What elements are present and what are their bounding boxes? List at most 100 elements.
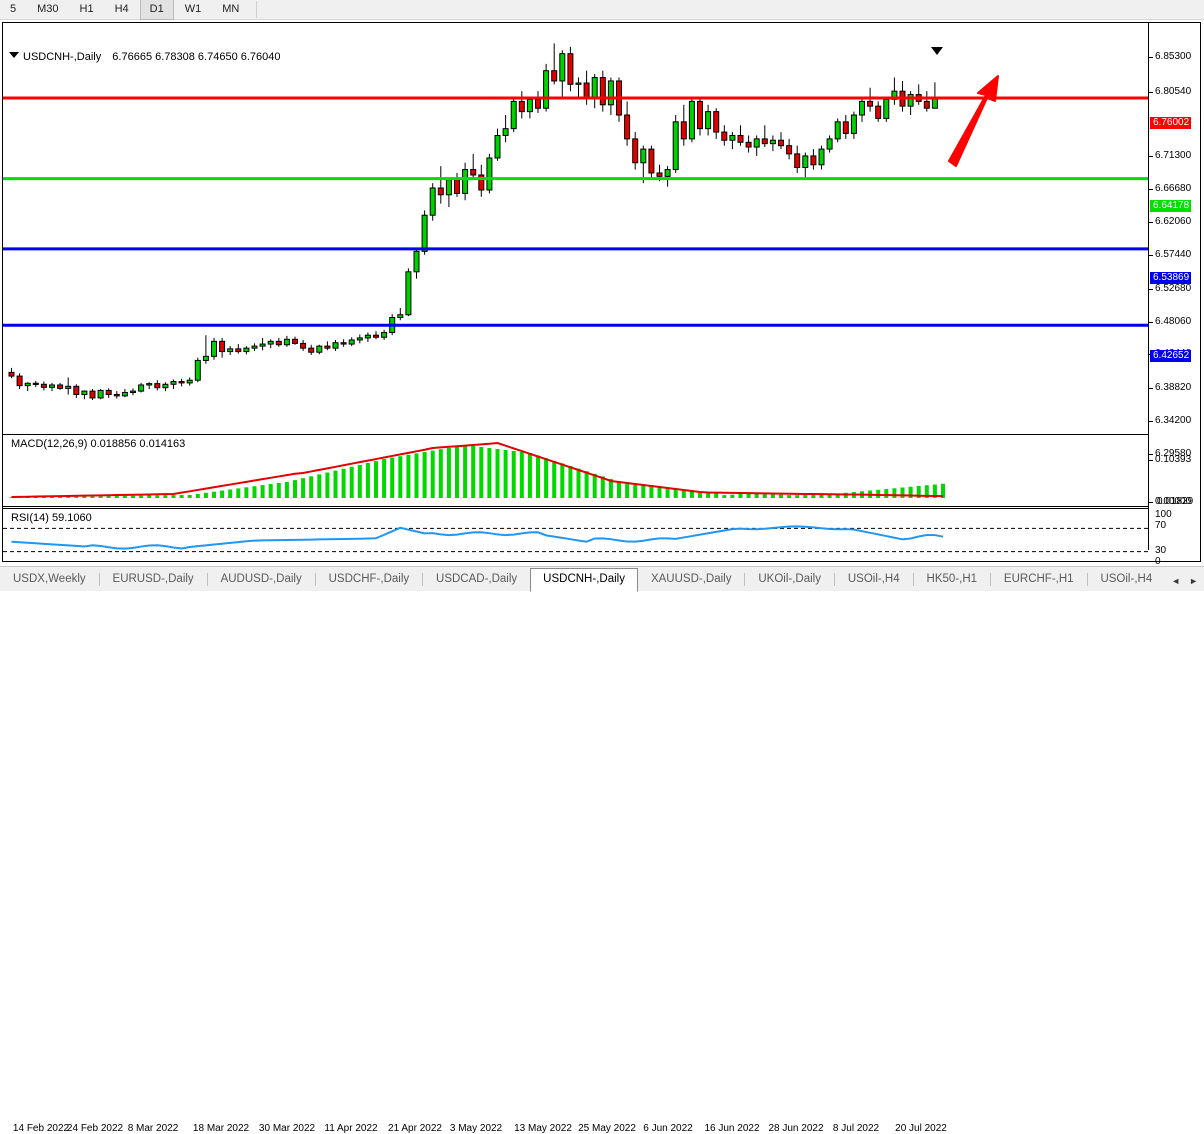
tab-usdcnh-daily[interactable]: USDCNH-,Daily (530, 568, 638, 592)
timeframe-m30[interactable]: M30 (37, 3, 59, 15)
tab-separator (206, 573, 208, 586)
tab-usoil-h4[interactable]: USOil-,H4 (1100, 573, 1153, 585)
tab-xauusd-daily[interactable]: XAUUSD-,Daily (650, 573, 732, 585)
level-price-badge[interactable]: 6.42652 (1150, 350, 1192, 362)
price-scale[interactable]: 6.85300 6.80540 6.71300 6.66680 6.62060 6.574… (1149, 23, 1201, 567)
timeframe-d1[interactable]: D1 (139, 0, 174, 20)
toolbar-separator (256, 1, 258, 18)
timeframe-toolbar: 5 M30 H1 H4 D1 W1 MN (0, 0, 1204, 20)
macd-plot (9, 441, 945, 498)
timeframe-5[interactable]: 5 (10, 3, 17, 15)
chart-symbol-header: USDCNH-,Daily 6.76665 6.78308 6.74650 6.… (23, 51, 281, 63)
date-tick-label: 13 May 2022 (514, 1123, 572, 1134)
macd-label: MACD(12,26,9) 0.018856 0.014163 (11, 438, 186, 450)
price-pane[interactable] (3, 23, 1148, 432)
price-tick-label: 6.34200 (1155, 415, 1192, 426)
level-price-badge[interactable]: 6.53869 (1150, 272, 1192, 284)
macd-tick-label: 0.01829 (1157, 496, 1194, 507)
axis-divider (1148, 23, 1149, 550)
price-tick-label: 6.80540 (1155, 86, 1192, 97)
scale-tick (1149, 388, 1153, 389)
date-tick-label: 8 Mar 2022 (127, 1123, 179, 1134)
level-price-badge[interactable]: 6.76002 (1150, 117, 1192, 129)
tab-next-icon[interactable]: ► (1189, 576, 1199, 586)
tab-eurusd-daily[interactable]: EURUSD-,Daily (112, 573, 194, 585)
tab-prev-icon[interactable]: ◄ (1171, 576, 1181, 586)
scale-tick (1149, 156, 1153, 157)
rsi-label: RSI(14) 59.1060 (11, 512, 92, 524)
date-tick-label: 18 Mar 2022 (192, 1123, 250, 1134)
rsi-tick-label: 70 (1155, 520, 1167, 531)
chart-ohlc-label: 6.76665 6.78308 6.74650 6.76040 (112, 51, 281, 63)
macd-tick-label: 0.10393 (1155, 454, 1192, 465)
macd-tick-label: 0.00000 (1155, 496, 1192, 507)
tab-separator (990, 573, 991, 586)
tab-eurchf-h1[interactable]: EURCHF-,H1 (1003, 573, 1074, 585)
date-tick-label: 21 Apr 2022 (388, 1123, 442, 1134)
candlestick-plot (3, 43, 1148, 400)
tab-ukoil-daily[interactable]: UKOil-,Daily (758, 573, 821, 585)
date-tick-label: 11 Apr 2022 (324, 1123, 378, 1134)
scale-tick (1149, 189, 1153, 190)
chart-top-marker-icon (931, 47, 943, 55)
date-tick-label: 25 May 2022 (578, 1123, 636, 1134)
tab-scroll-arrows[interactable]: ◄ ► (1165, 576, 1204, 591)
tab-audusd-daily[interactable]: AUDUSD-,Daily (220, 573, 302, 585)
price-tick-label: 6.57440 (1155, 249, 1192, 260)
tab-separator (912, 573, 914, 586)
scale-tick (1149, 454, 1153, 455)
scale-tick (1149, 322, 1153, 323)
rsi-pane[interactable] (3, 508, 1148, 571)
tab-separator (422, 573, 424, 586)
chart-frame: USDCNH-,Daily 6.76665 6.78308 6.74650 6.… (2, 22, 1201, 1134)
tab-usdcad-daily[interactable]: USDCAD-,Daily (436, 573, 518, 585)
timeframe-h4[interactable]: H4 (114, 3, 129, 15)
rsi-tick-label: 30 (1155, 545, 1167, 556)
date-tick-label: 28 Jun 2022 (768, 1123, 824, 1134)
timeframe-w1[interactable]: W1 (184, 3, 202, 15)
rsi-plot (3, 525, 1148, 553)
price-tick-label: 6.62060 (1155, 216, 1192, 227)
price-tick-label: 6.48060 (1155, 316, 1192, 327)
tab-usoil-h4[interactable]: USOil-,H4 (847, 573, 900, 585)
date-tick-label: 14 Feb 2022 (12, 1123, 70, 1134)
date-tick-label: 3 May 2022 (449, 1123, 503, 1134)
price-tick-label: 6.29580 (1155, 448, 1192, 459)
timeframe-h1[interactable]: H1 (79, 3, 94, 15)
scale-tick (1149, 255, 1153, 256)
date-tick-label: 8 Jul 2022 (832, 1123, 880, 1134)
date-tick-label: 6 Jun 2022 (643, 1123, 693, 1134)
price-tick-label: 6.85300 (1155, 51, 1192, 62)
tab-separator (98, 573, 100, 586)
tab-separator (744, 573, 746, 586)
tab-usdx-weekly[interactable]: USDX,Weekly (13, 573, 86, 585)
level-price-badge[interactable]: 6.64178 (1150, 200, 1192, 212)
date-tick-label: 16 Jun 2022 (704, 1123, 760, 1134)
collapse-arrow-icon[interactable] (9, 52, 19, 58)
date-tick-label: 30 Mar 2022 (258, 1123, 316, 1134)
price-tick-label: 6.38820 (1155, 382, 1192, 393)
rsi-tick-label: 100 (1155, 509, 1172, 520)
scale-tick (1149, 222, 1153, 223)
chart-symbol-label: USDCNH-,Daily (23, 51, 102, 63)
tab-separator (1086, 573, 1088, 586)
tab-separator (833, 573, 835, 586)
tab-usdchf-daily[interactable]: USDCHF-,Daily (328, 573, 410, 585)
price-tick-label: 6.71300 (1155, 150, 1192, 161)
macd-scale-tick (1149, 460, 1153, 461)
date-tick-label: 24 Feb 2022 (66, 1123, 124, 1134)
macd-pane[interactable] (3, 434, 1148, 507)
timeframe-mn[interactable]: MN (222, 3, 240, 15)
macd-scale-tick (1149, 502, 1153, 503)
tab-hk50-h1[interactable]: HK50-,H1 (926, 573, 978, 585)
price-tick-label: 6.66680 (1155, 183, 1192, 194)
tab-separator (314, 573, 316, 586)
scale-tick (1149, 92, 1153, 93)
price-tick-label: 6.52680 (1155, 283, 1192, 294)
symbol-tabbar[interactable]: USDX,Weekly EURUSD-,Daily AUDUSD-,Daily USD… (0, 566, 1204, 592)
date-tick-label: 20 Jul 2022 (895, 1123, 947, 1134)
scale-tick (1149, 289, 1153, 290)
rsi-tick-label: 0 (1155, 556, 1161, 567)
scale-tick (1149, 57, 1153, 58)
scale-tick (1149, 421, 1153, 422)
